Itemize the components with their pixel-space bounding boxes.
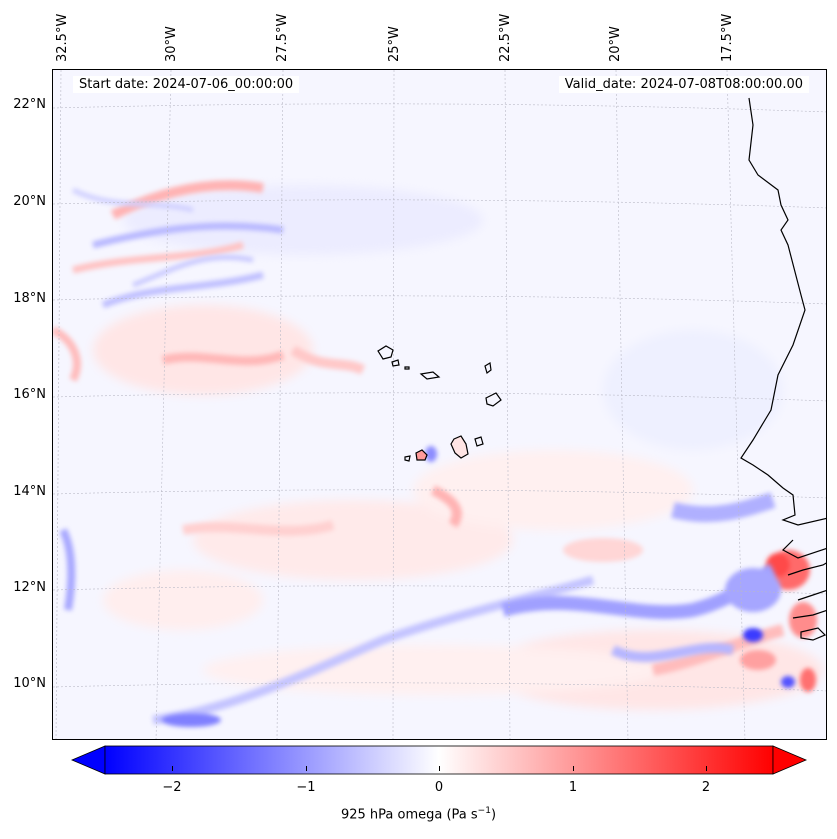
island-maio bbox=[474, 436, 484, 447]
valid-date-label: Valid_date: 2024-07-08T08:00:00.00 bbox=[558, 76, 809, 93]
africa-coastline bbox=[740, 97, 826, 641]
colorbar-extend-max bbox=[772, 745, 808, 775]
island-santa-luzia bbox=[404, 366, 410, 370]
island-sao-vicente bbox=[391, 359, 400, 367]
colorbar-extend-min bbox=[70, 745, 106, 775]
island-sal bbox=[484, 362, 492, 375]
lat-label-12n: 12°N bbox=[13, 580, 46, 595]
start-date-label: Start date: 2024-07-06_00:00:00 bbox=[73, 76, 300, 93]
island-sao-nicolau bbox=[419, 371, 441, 380]
colorbar-label-exponent: −1 bbox=[477, 806, 491, 816]
colorbar-tick-mark bbox=[706, 766, 707, 771]
colorbar-svg bbox=[70, 745, 808, 775]
island-fogo bbox=[415, 449, 428, 461]
island-brava bbox=[404, 455, 411, 462]
colorbar-tick-label: 1 bbox=[568, 780, 578, 795]
colorbar-label-text: 925 hPa omega (Pa s bbox=[340, 807, 478, 823]
colorbar-tick-label: −1 bbox=[296, 780, 316, 795]
lon-label-20w: 20°W bbox=[608, 26, 623, 62]
lon-label-22-5w: 22.5°W bbox=[498, 13, 513, 62]
lat-label-16n: 16°N bbox=[13, 387, 46, 402]
island-santo-antao bbox=[377, 345, 394, 360]
colorbar-tick-mark bbox=[439, 766, 440, 771]
lat-label-18n: 18°N bbox=[13, 291, 46, 306]
colorbar-tick-label: −2 bbox=[162, 780, 182, 795]
island-boa-vista bbox=[485, 392, 502, 407]
lat-label-10n: 10°N bbox=[13, 676, 46, 691]
colorbar-label: 925 hPa omega (Pa s−1) bbox=[0, 806, 837, 822]
colorbar-tick-mark bbox=[172, 766, 173, 771]
cape-verde-islands bbox=[377, 345, 502, 462]
lon-label-32-5w: 32.5°W bbox=[55, 13, 70, 62]
colorbar-tick-mark bbox=[573, 766, 574, 771]
lon-label-25w: 25°W bbox=[387, 26, 402, 62]
omega-field-background bbox=[93, 185, 823, 710]
lon-label-17-5w: 17.5°W bbox=[720, 13, 735, 62]
lon-label-27-5w: 27.5°W bbox=[275, 13, 290, 62]
graticule bbox=[53, 70, 826, 739]
lat-label-22n: 22°N bbox=[13, 97, 46, 112]
lon-label-30w: 30°W bbox=[164, 26, 179, 62]
lat-label-20n: 20°N bbox=[13, 194, 46, 209]
colorbar-tick-label: 2 bbox=[701, 780, 711, 795]
colorbar-tick-mark bbox=[306, 766, 307, 771]
island-santiago bbox=[450, 435, 469, 459]
map-canvas bbox=[53, 70, 826, 739]
lat-label-14n: 14°N bbox=[13, 484, 46, 499]
omega-map[interactable] bbox=[52, 69, 827, 740]
omega-field-negative bbox=[59, 187, 795, 727]
colorbar-tick-label: 0 bbox=[434, 780, 444, 795]
colorbar-label-close: ) bbox=[490, 807, 497, 823]
